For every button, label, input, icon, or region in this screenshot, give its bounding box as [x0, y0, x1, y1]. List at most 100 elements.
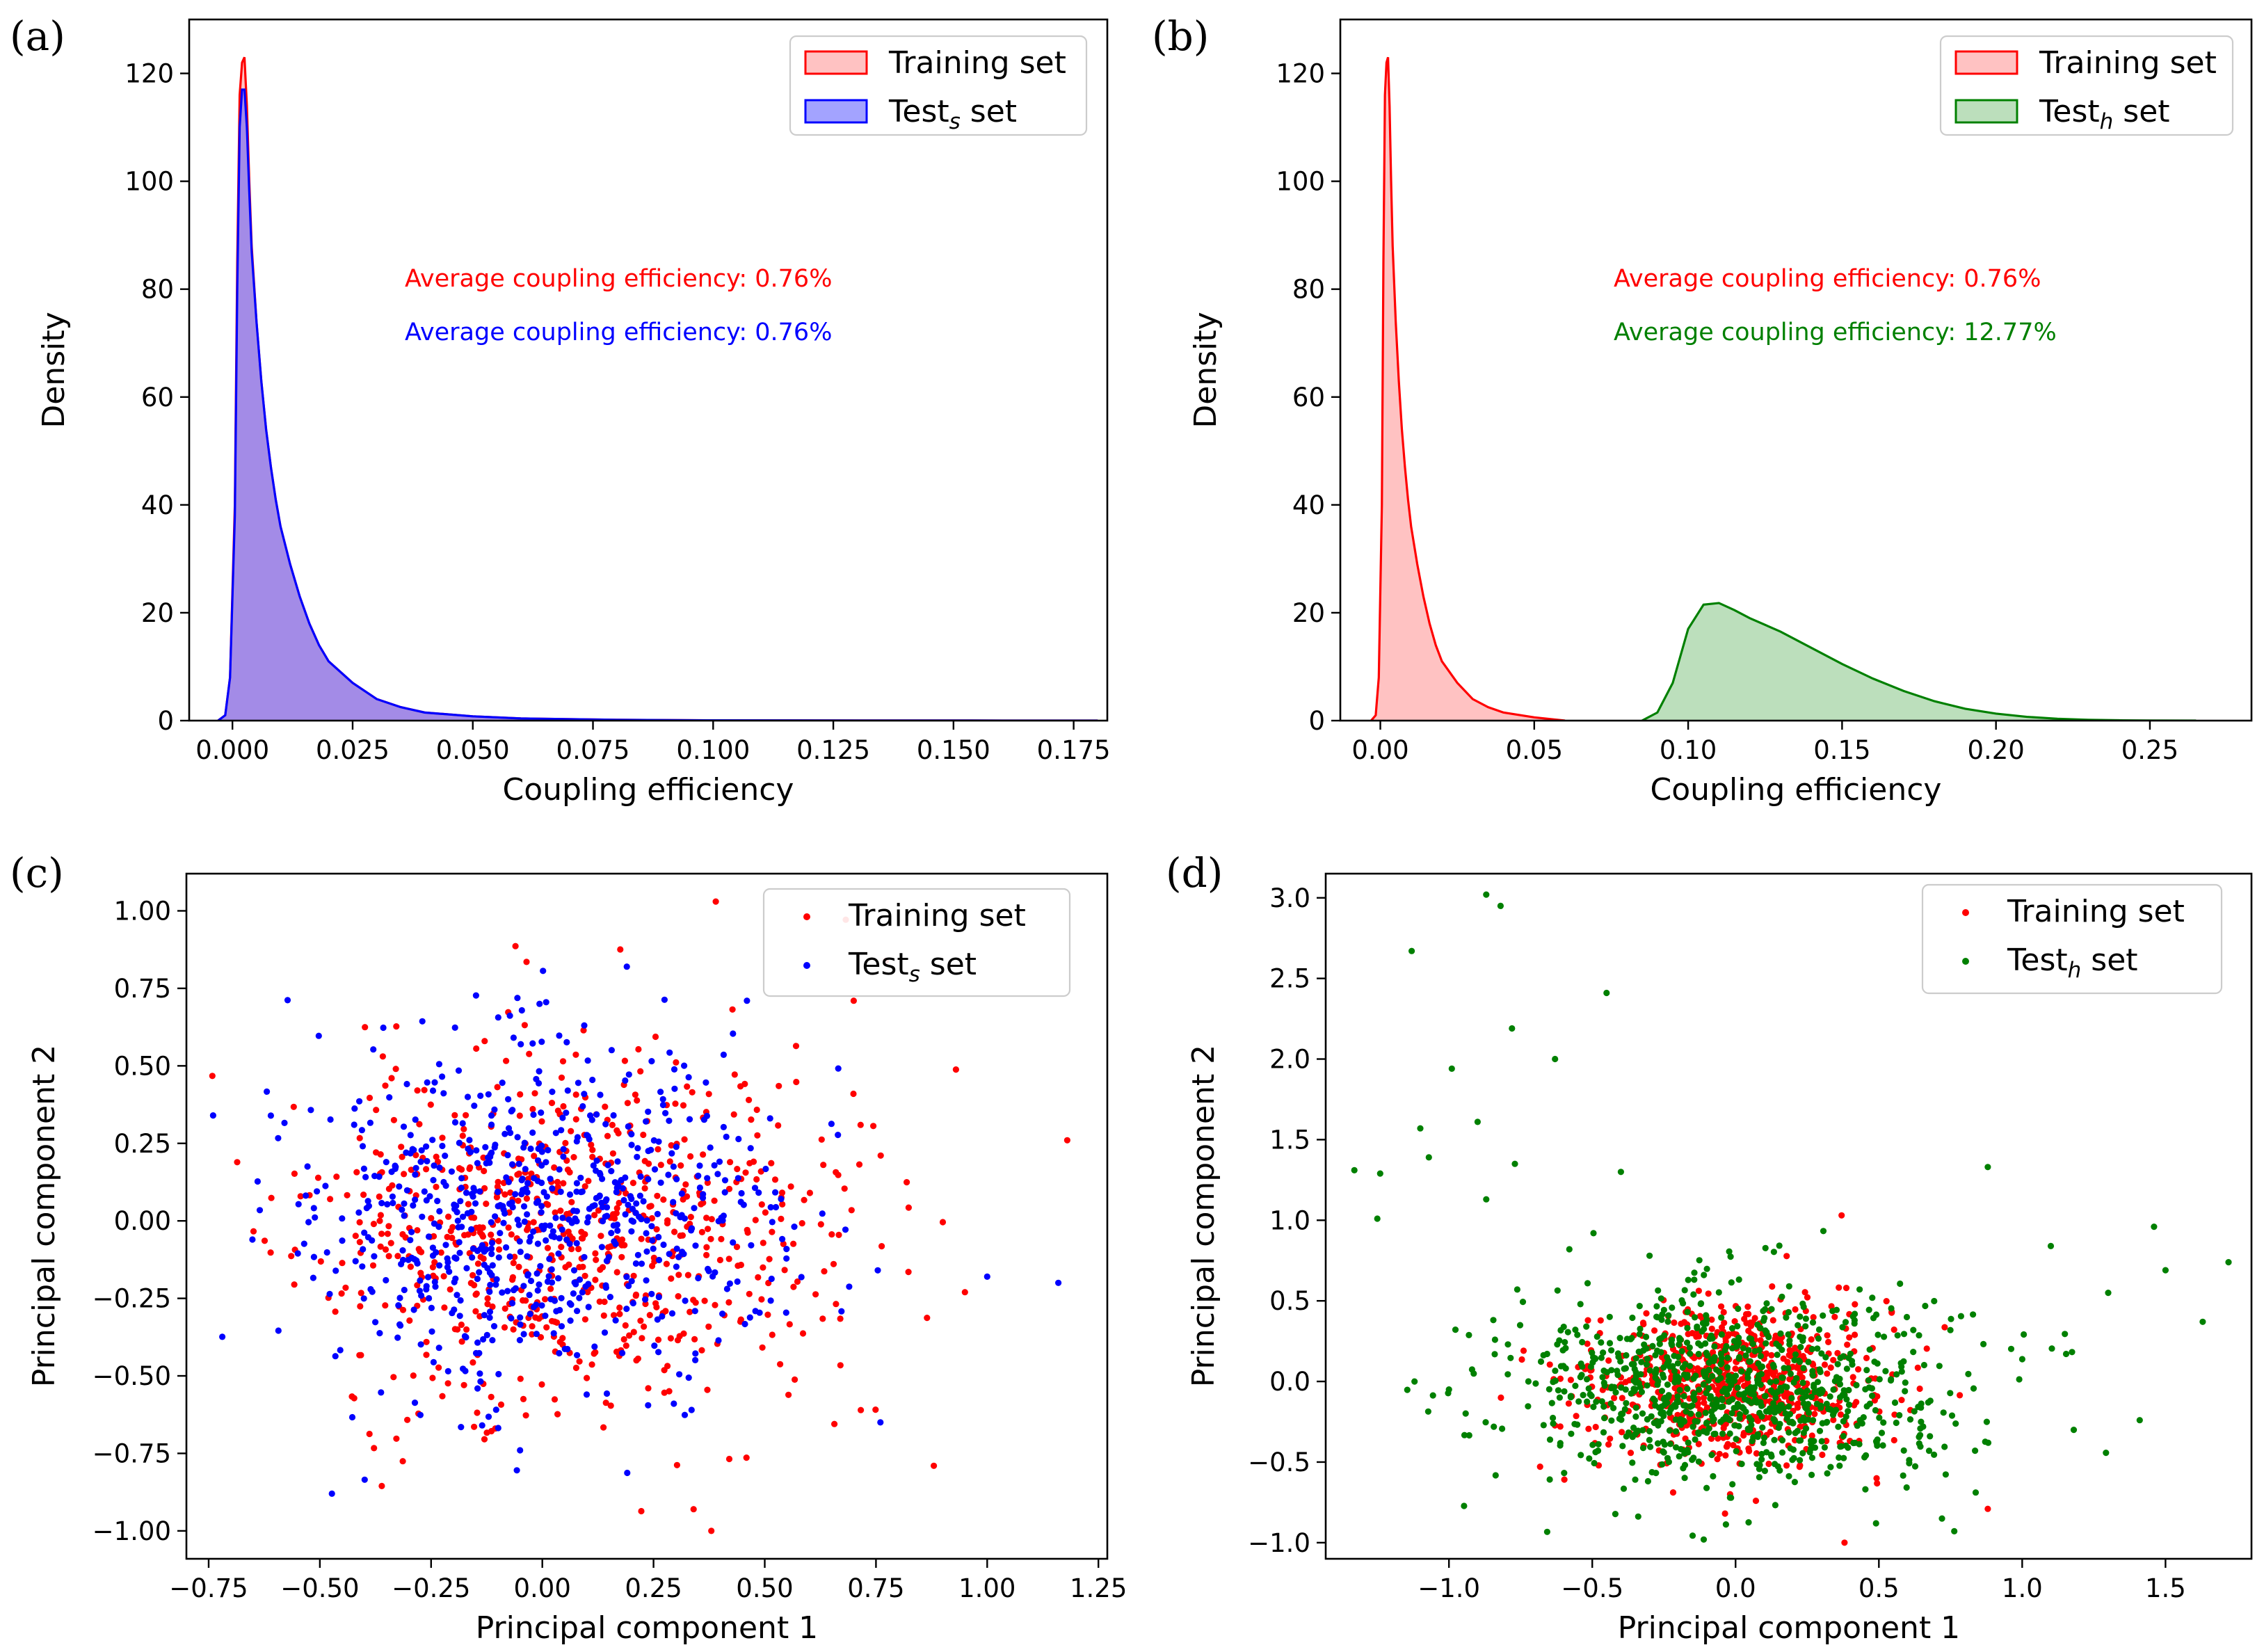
scatter-point — [1593, 1333, 1600, 1340]
scatter-point — [351, 1395, 358, 1402]
scatter-point — [1845, 1444, 1852, 1451]
scatter-point — [1790, 1420, 1797, 1427]
scatter-point — [1591, 1459, 1598, 1467]
scatter-point — [538, 1179, 545, 1187]
scatter-point — [1705, 1290, 1712, 1297]
scatter-point — [858, 1406, 865, 1413]
scatter-point — [562, 1139, 569, 1146]
scatter-point — [376, 1330, 383, 1337]
scatter-point — [501, 1130, 508, 1137]
scatter-point — [1695, 1333, 1702, 1340]
scatter-point — [469, 1193, 476, 1200]
scatter-point — [654, 1192, 661, 1199]
scatter-point — [360, 1295, 367, 1302]
scatter-point — [801, 1196, 808, 1203]
panel-d: −1.0 −0.5 0.0 0.5 1.0 1.5−1.0−0.50.00.51.01.5… — [1166, 849, 2253, 1646]
scatter-point — [470, 1185, 477, 1192]
scatter-point — [500, 1180, 508, 1187]
scatter-point — [433, 1153, 440, 1160]
scatter-point — [488, 1240, 496, 1246]
scatter-point — [356, 1352, 363, 1358]
scatter-point — [1748, 1400, 1755, 1406]
scatter-point — [495, 1370, 502, 1378]
scatter-point — [648, 1290, 655, 1297]
scatter-point — [1697, 1300, 1704, 1308]
scatter-point — [362, 1024, 369, 1031]
scatter-point — [603, 1204, 611, 1211]
scatter-point — [1584, 1317, 1591, 1324]
scatter-point — [1572, 1382, 1579, 1389]
scatter-point — [1900, 1331, 1908, 1338]
scatter-point — [1701, 1272, 1708, 1278]
scatter-point — [508, 1231, 515, 1238]
scatter-point — [1837, 1354, 1844, 1361]
scatter-point — [1452, 1326, 1459, 1333]
scatter-point — [589, 1076, 596, 1084]
y-axis-label: Density — [1188, 312, 1223, 428]
scatter-point — [748, 1116, 755, 1123]
scatter-point — [639, 1335, 645, 1342]
y-tick-label: −1.0 — [1248, 1528, 1310, 1558]
scatter-point — [533, 1331, 540, 1338]
scatter-point — [414, 1087, 421, 1094]
scatter-point — [725, 1185, 733, 1192]
scatter-point — [524, 1272, 531, 1279]
scatter-point — [568, 1128, 575, 1134]
scatter-point — [399, 1153, 406, 1160]
scatter-point — [720, 1051, 727, 1058]
panel-letter: (c) — [10, 849, 64, 897]
scatter-point — [608, 1168, 615, 1175]
scatter-point — [1862, 1486, 1869, 1493]
scatter-point — [504, 1152, 511, 1159]
scatter-point — [686, 1116, 693, 1123]
scatter-point — [1947, 1390, 1954, 1397]
scatter-point — [1873, 1311, 1880, 1318]
scatter-point — [1709, 1418, 1717, 1425]
scatter-point — [705, 1091, 712, 1098]
scatter-point — [1834, 1349, 1841, 1356]
scatter-point — [474, 1160, 481, 1166]
scatter-point — [1835, 1423, 1842, 1430]
scatter-point — [1726, 1398, 1733, 1405]
scatter-point — [1824, 1370, 1831, 1377]
scatter-point — [1728, 1381, 1735, 1388]
scatter-point — [463, 1189, 470, 1196]
scatter-point — [1810, 1417, 1817, 1424]
scatter-point — [520, 1283, 527, 1290]
scatter-point — [2062, 1331, 2069, 1338]
scatter-point — [785, 1391, 792, 1398]
scatter-point — [417, 1277, 424, 1284]
scatter-point — [661, 996, 668, 1003]
scatter-point — [353, 1169, 360, 1176]
scatter-point — [515, 1155, 522, 1162]
scatter-point — [610, 1112, 617, 1119]
scatter-point — [792, 1043, 800, 1050]
legend-subscript: s — [949, 109, 961, 134]
scatter-point — [554, 1411, 561, 1418]
scatter-point — [574, 1134, 581, 1141]
scatter-point — [417, 1411, 424, 1418]
y-tick-label: 40 — [1292, 490, 1325, 520]
scatter-point — [1525, 1403, 1532, 1410]
scatter-point — [1637, 1325, 1644, 1333]
scatter-point — [1855, 1366, 1862, 1373]
scatter-point — [392, 1162, 399, 1169]
scatter-point — [2225, 1259, 2232, 1266]
scatter-point — [1700, 1381, 1707, 1388]
scatter-point — [1922, 1302, 1929, 1310]
y-tick-label: −0.25 — [93, 1284, 171, 1314]
scatter-point — [1782, 1410, 1789, 1417]
scatter-point — [1657, 1349, 1664, 1356]
scatter-point — [1627, 1450, 1635, 1457]
scatter-point — [663, 1260, 671, 1267]
scatter-point — [437, 1249, 444, 1256]
scatter-point — [1941, 1324, 1948, 1331]
scatter-point — [759, 1344, 766, 1351]
scatter-point — [516, 1337, 524, 1344]
scatter-point — [649, 1237, 656, 1244]
scatter-point — [471, 1102, 478, 1109]
scatter-point — [1589, 1441, 1596, 1448]
scatter-point — [769, 1219, 776, 1226]
scatter-point — [1931, 1451, 1938, 1458]
scatter-point — [623, 1274, 630, 1281]
